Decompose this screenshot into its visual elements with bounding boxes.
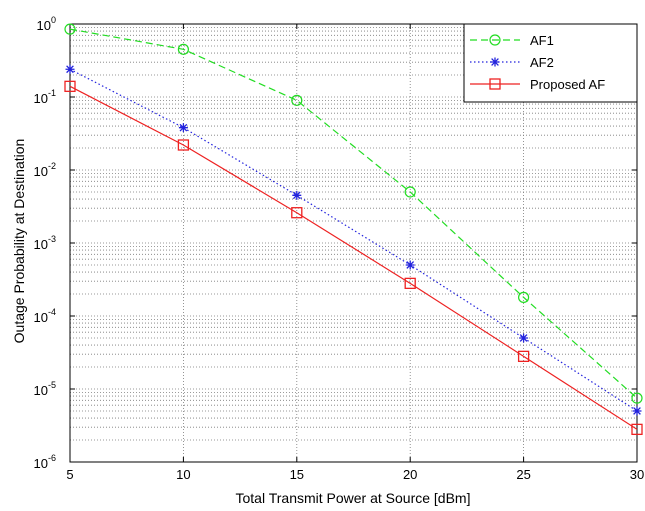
data-point-af1 [404, 186, 416, 198]
data-point-af1 [177, 43, 189, 55]
y-axis-label: Outage Probability at Destination [11, 139, 27, 344]
legend-marker-af1 [489, 34, 501, 46]
legend: AF1 AF2 Proposed AF [463, 23, 638, 103]
x-tick-label: 30 [630, 467, 644, 482]
data-point-proposed-af [631, 423, 643, 436]
y-tick-label: 10-6 [34, 453, 56, 471]
data-point-af1 [631, 392, 643, 404]
x-tick-label: 25 [516, 467, 530, 482]
series-layer [64, 23, 643, 436]
data-point-proposed-af [64, 80, 76, 92]
data-point-af1 [291, 94, 303, 106]
tick-labels: 5 10 15 20 25 30 10-6 10-5 10-4 10-3 10-2 10-1 100 [34, 15, 645, 482]
data-point-af2 [519, 333, 529, 343]
data-point-af2 [65, 64, 75, 74]
data-point-af1 [517, 291, 530, 303]
x-tick-label: 10 [176, 467, 190, 482]
x-tick-label: 15 [290, 467, 304, 482]
data-point-proposed-af [517, 350, 530, 363]
y-tick-label: 10-3 [34, 234, 56, 252]
data-point-proposed-af [404, 277, 416, 290]
series-af1 [64, 23, 643, 404]
grid-lines [70, 24, 637, 462]
data-point-af2 [178, 123, 188, 133]
data-point-af2 [405, 260, 415, 270]
y-tick-label: 100 [37, 15, 56, 33]
y-tick-label: 10-5 [34, 380, 56, 398]
data-point-af1 [64, 23, 76, 35]
series-proposed-af [64, 80, 643, 436]
legend-label-proposed-af: Proposed AF [530, 77, 605, 92]
legend-label-af2: AF2 [530, 55, 554, 70]
series-line-proposed-af [69, 85, 638, 430]
data-point-proposed-af [177, 139, 190, 151]
legend-marker-proposed-af [489, 78, 501, 90]
x-axis-label: Total Transmit Power at Source [dBm] [236, 490, 471, 506]
x-tick-label: 20 [403, 467, 417, 482]
series-line-af1 [69, 28, 638, 399]
y-tick-label: 10-2 [34, 161, 56, 179]
data-point-proposed-af [291, 207, 303, 219]
series-af2 [65, 64, 642, 416]
x-tick-label: 5 [66, 467, 73, 482]
axes [69, 23, 638, 463]
legend-label-af1: AF1 [530, 33, 554, 48]
y-tick-label: 10-1 [34, 88, 56, 106]
data-point-af2 [632, 406, 642, 416]
y-tick-label: 10-4 [34, 307, 56, 325]
data-point-af2 [292, 190, 302, 200]
legend-marker-af2 [490, 57, 500, 67]
